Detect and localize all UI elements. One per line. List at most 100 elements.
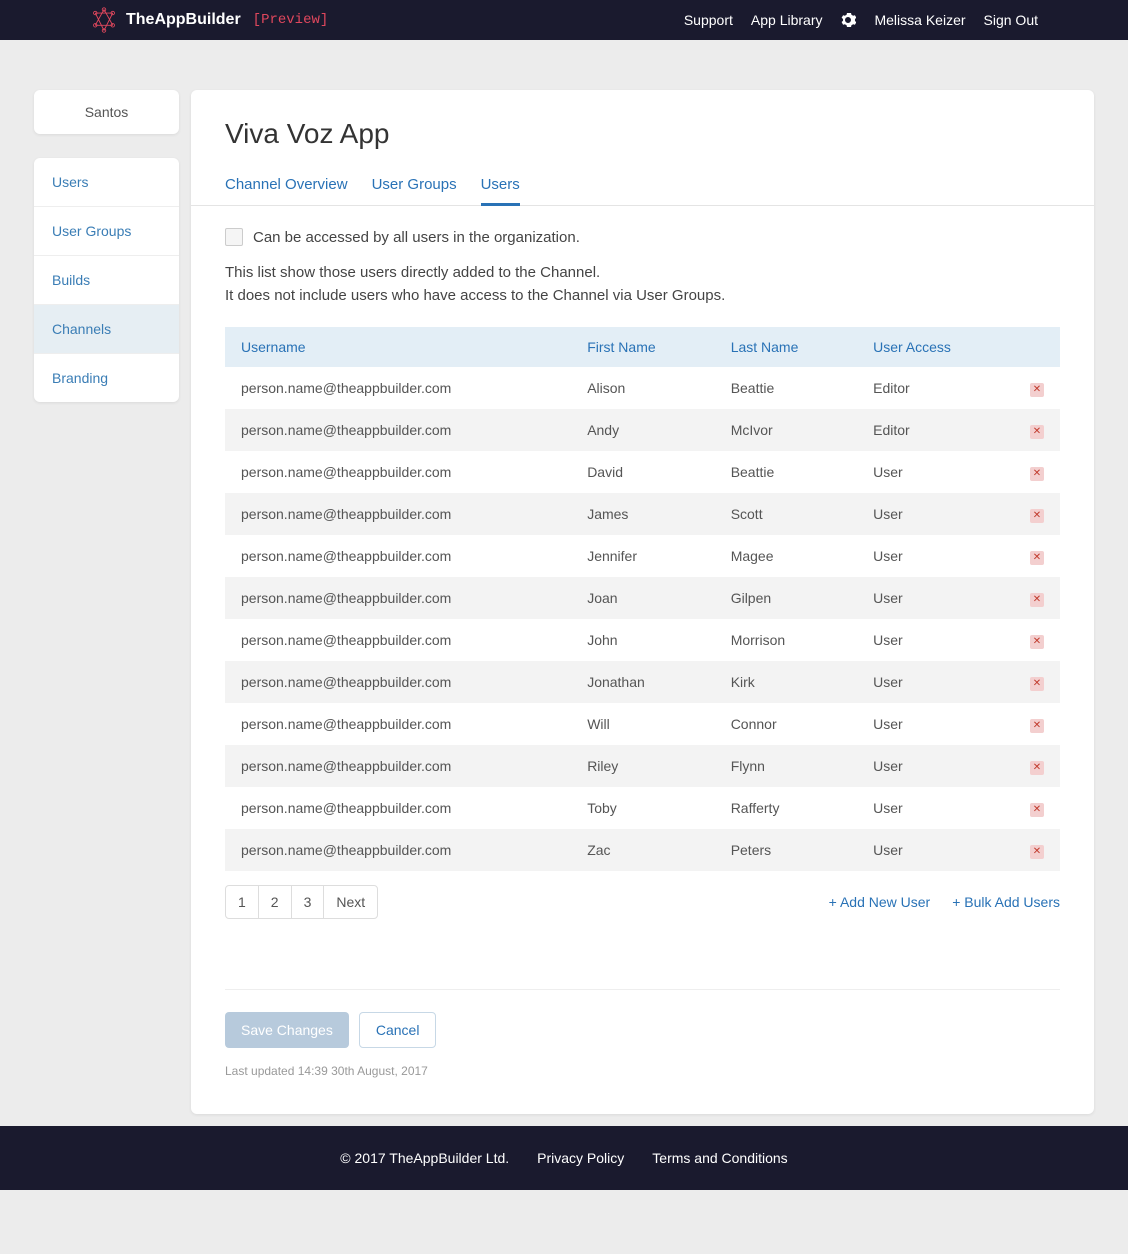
sidebar-item-branding[interactable]: Branding	[34, 354, 179, 402]
cell-last: Magee	[715, 535, 857, 577]
users-table: Username First Name Last Name User Acces…	[225, 327, 1060, 871]
tab-user-groups[interactable]: User Groups	[372, 168, 457, 205]
table-row: person.name@theappbuilder.comTobyRaffert…	[225, 787, 1060, 829]
cell-last: Kirk	[715, 661, 857, 703]
cell-username: person.name@theappbuilder.com	[225, 577, 571, 619]
remove-user-icon[interactable]: ✕	[1030, 593, 1044, 607]
preview-tag: [Preview]	[253, 12, 329, 28]
cell-access: User	[857, 535, 1014, 577]
add-new-user-link[interactable]: + Add New User	[829, 894, 931, 910]
col-useraccess[interactable]: User Access	[857, 327, 1014, 367]
cell-first: Jennifer	[571, 535, 715, 577]
cell-last: Peters	[715, 829, 857, 871]
sidebar-item-builds[interactable]: Builds	[34, 256, 179, 305]
remove-user-icon[interactable]: ✕	[1030, 425, 1044, 439]
remove-user-icon[interactable]: ✕	[1030, 383, 1044, 397]
cell-last: Morrison	[715, 619, 857, 661]
user-name-link[interactable]: Melissa Keizer	[874, 12, 965, 28]
cell-first: Toby	[571, 787, 715, 829]
cell-username: person.name@theappbuilder.com	[225, 451, 571, 493]
cell-username: person.name@theappbuilder.com	[225, 367, 571, 409]
tab-channel-overview[interactable]: Channel Overview	[225, 168, 348, 205]
page-title: Viva Voz App	[225, 118, 1060, 150]
cancel-button[interactable]: Cancel	[359, 1012, 437, 1048]
info-text: This list show those users directly adde…	[225, 262, 1060, 307]
app-library-link[interactable]: App Library	[751, 12, 823, 28]
terms-link[interactable]: Terms and Conditions	[652, 1150, 787, 1166]
page-1[interactable]: 1	[225, 885, 259, 919]
cell-username: person.name@theappbuilder.com	[225, 493, 571, 535]
cell-first: Alison	[571, 367, 715, 409]
sidebar-item-users[interactable]: Users	[34, 158, 179, 207]
cell-access: User	[857, 661, 1014, 703]
all-users-checkbox[interactable]	[225, 228, 243, 246]
bulk-add-users-link[interactable]: + Bulk Add Users	[952, 894, 1060, 910]
topbar: TheAppBuilder [Preview] Support App Libr…	[0, 0, 1128, 40]
col-firstname[interactable]: First Name	[571, 327, 715, 367]
table-row: person.name@theappbuilder.comJoanGilpenU…	[225, 577, 1060, 619]
remove-user-icon[interactable]: ✕	[1030, 635, 1044, 649]
table-row: person.name@theappbuilder.comJenniferMag…	[225, 535, 1060, 577]
cell-username: person.name@theappbuilder.com	[225, 409, 571, 451]
info-line-1: This list show those users directly adde…	[225, 262, 1060, 285]
remove-user-icon[interactable]: ✕	[1030, 467, 1044, 481]
main-panel: Viva Voz App Channel Overview User Groups…	[191, 90, 1094, 1114]
privacy-link[interactable]: Privacy Policy	[537, 1150, 624, 1166]
cell-access: User	[857, 493, 1014, 535]
gear-icon[interactable]	[840, 12, 856, 28]
table-row: person.name@theappbuilder.comJamesScottU…	[225, 493, 1060, 535]
remove-user-icon[interactable]: ✕	[1030, 803, 1044, 817]
remove-user-icon[interactable]: ✕	[1030, 761, 1044, 775]
sidebar-nav: UsersUser GroupsBuildsChannelsBranding	[34, 158, 179, 402]
table-row: person.name@theappbuilder.comAlisonBeatt…	[225, 367, 1060, 409]
page-next[interactable]: Next	[323, 885, 378, 919]
remove-user-icon[interactable]: ✕	[1030, 677, 1044, 691]
sidebar-item-user-groups[interactable]: User Groups	[34, 207, 179, 256]
cell-username: person.name@theappbuilder.com	[225, 619, 571, 661]
org-selector[interactable]: Santos	[34, 90, 179, 134]
sidebar-item-channels[interactable]: Channels	[34, 305, 179, 354]
sign-out-link[interactable]: Sign Out	[984, 12, 1038, 28]
remove-user-icon[interactable]: ✕	[1030, 551, 1044, 565]
table-row: person.name@theappbuilder.comRileyFlynnU…	[225, 745, 1060, 787]
cell-last: Connor	[715, 703, 857, 745]
cell-username: person.name@theappbuilder.com	[225, 703, 571, 745]
cell-username: person.name@theappbuilder.com	[225, 787, 571, 829]
cell-access: Editor	[857, 367, 1014, 409]
cell-last: Rafferty	[715, 787, 857, 829]
cell-username: person.name@theappbuilder.com	[225, 535, 571, 577]
logo-area[interactable]: TheAppBuilder [Preview]	[90, 6, 328, 34]
page-3[interactable]: 3	[291, 885, 325, 919]
save-button[interactable]: Save Changes	[225, 1012, 349, 1048]
cell-last: Gilpen	[715, 577, 857, 619]
tab-users[interactable]: Users	[481, 168, 520, 205]
cell-first: David	[571, 451, 715, 493]
table-row: person.name@theappbuilder.comJonathanKir…	[225, 661, 1060, 703]
cell-first: Joan	[571, 577, 715, 619]
cell-username: person.name@theappbuilder.com	[225, 661, 571, 703]
cell-last: Scott	[715, 493, 857, 535]
pagination: 123Next	[225, 885, 378, 919]
col-lastname[interactable]: Last Name	[715, 327, 857, 367]
table-row: person.name@theappbuilder.comJohnMorriso…	[225, 619, 1060, 661]
remove-user-icon[interactable]: ✕	[1030, 509, 1044, 523]
cell-first: Will	[571, 703, 715, 745]
cell-first: Riley	[571, 745, 715, 787]
cell-access: User	[857, 619, 1014, 661]
cell-username: person.name@theappbuilder.com	[225, 745, 571, 787]
cell-access: User	[857, 829, 1014, 871]
cell-first: Jonathan	[571, 661, 715, 703]
col-username[interactable]: Username	[225, 327, 571, 367]
logo-icon	[90, 6, 118, 34]
table-row: person.name@theappbuilder.comZacPetersUs…	[225, 829, 1060, 871]
support-link[interactable]: Support	[684, 12, 733, 28]
remove-user-icon[interactable]: ✕	[1030, 719, 1044, 733]
brand-name: TheAppBuilder	[126, 11, 241, 29]
cell-access: User	[857, 787, 1014, 829]
last-updated: Last updated 14:39 30th August, 2017	[225, 1064, 1060, 1078]
table-row: person.name@theappbuilder.comAndyMcIvorE…	[225, 409, 1060, 451]
cell-access: User	[857, 745, 1014, 787]
remove-user-icon[interactable]: ✕	[1030, 845, 1044, 859]
cell-last: Flynn	[715, 745, 857, 787]
page-2[interactable]: 2	[258, 885, 292, 919]
